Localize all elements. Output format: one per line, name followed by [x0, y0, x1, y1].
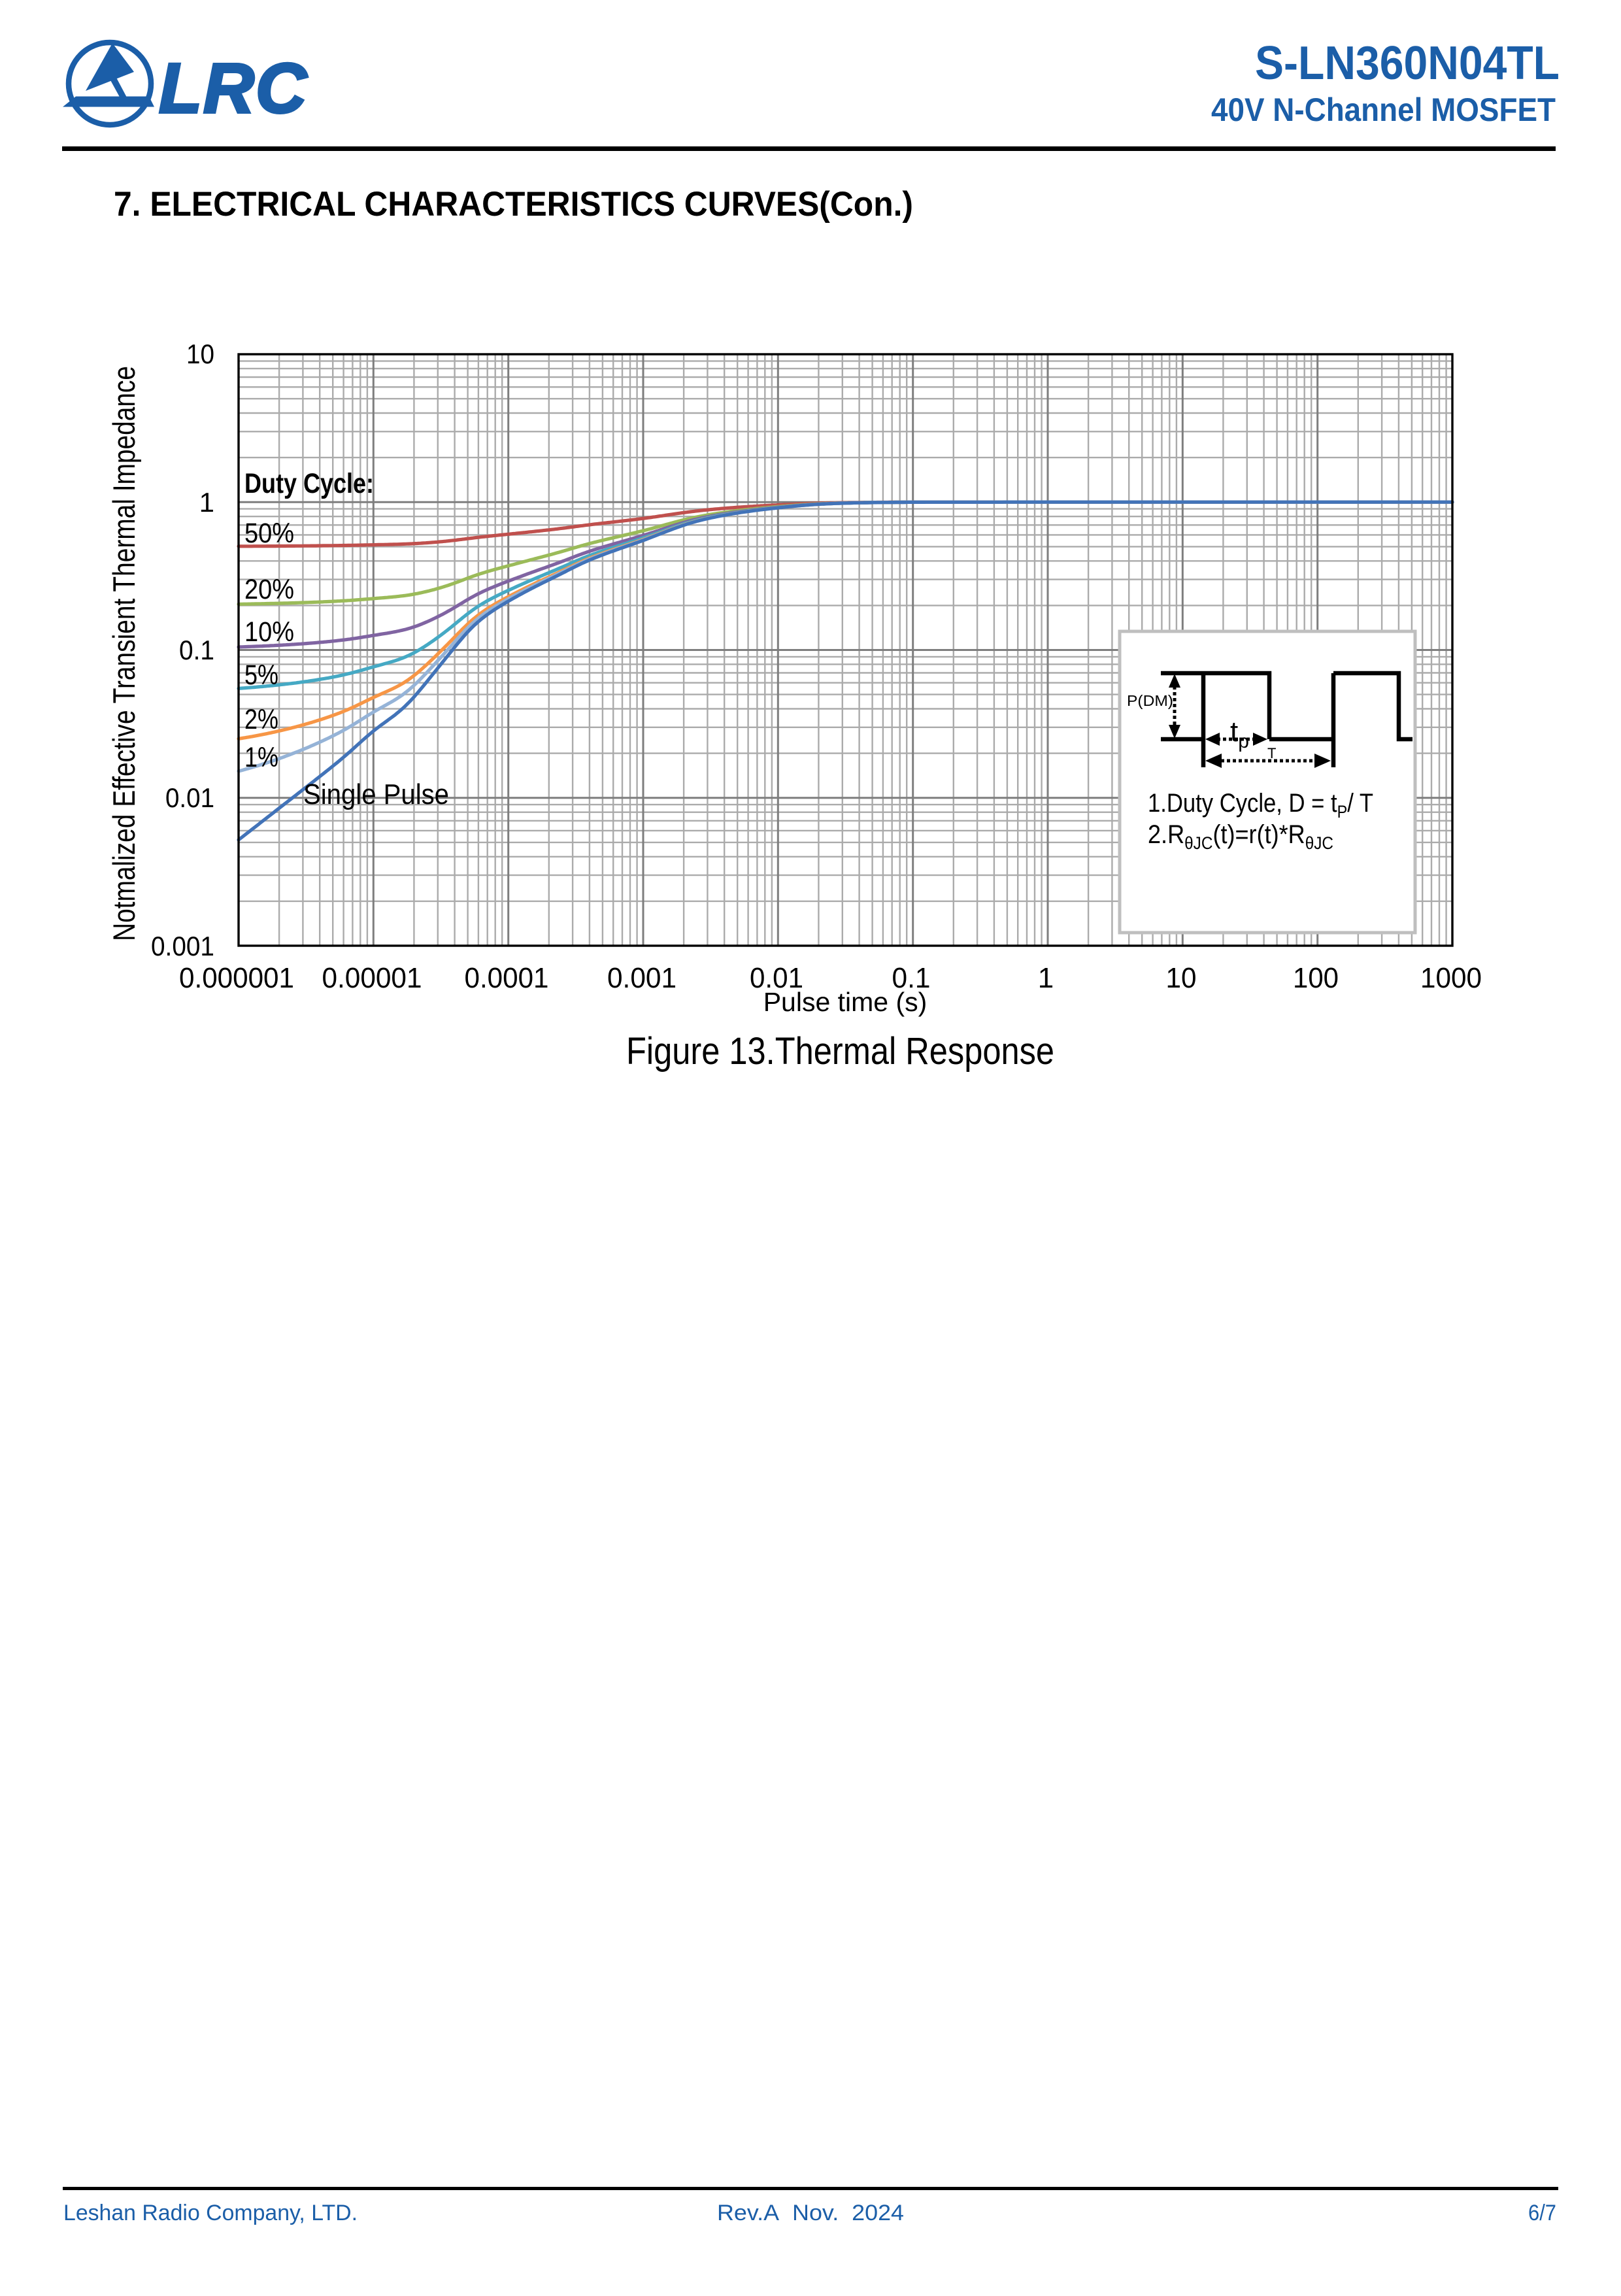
svg-text:Figure 13.Thermal Response: Figure 13.Thermal Response [626, 1030, 1054, 1073]
svg-text:100: 100 [1293, 962, 1339, 994]
svg-text:1000: 1000 [1420, 962, 1482, 994]
svg-text:Duty Cycle:: Duty Cycle: [244, 468, 374, 499]
svg-text:0.0001: 0.0001 [465, 962, 549, 994]
svg-text:0.01: 0.01 [750, 962, 803, 994]
svg-text:50%: 50% [244, 518, 294, 549]
svg-text:0.00001: 0.00001 [322, 962, 422, 994]
svg-text:2.RθJC(t)=r(t)*RθJC: 2.RθJC(t)=r(t)*RθJC [1148, 820, 1333, 853]
svg-text:T: T [1267, 745, 1276, 761]
svg-text:0.000001: 0.000001 [179, 962, 294, 994]
svg-text:0.001: 0.001 [151, 931, 214, 961]
svg-text:1%: 1% [244, 742, 278, 773]
svg-text:0.001: 0.001 [607, 962, 677, 994]
svg-text:6/7: 6/7 [1528, 2201, 1556, 2225]
svg-text:1: 1 [199, 487, 214, 518]
svg-text:Leshan Radio Company, LTD.: Leshan Radio Company, LTD. [63, 2201, 358, 2225]
svg-text:40V N-Channel MOSFET: 40V N-Channel MOSFET [1211, 92, 1556, 128]
svg-text:Notmalized Effective Transient: Notmalized Effective Transient Thermal I… [107, 366, 141, 941]
svg-text:LRC: LRC [159, 48, 308, 127]
svg-text:S-LN360N04TL: S-LN360N04TL [1255, 37, 1560, 90]
svg-text:P(DM): P(DM) [1127, 692, 1173, 709]
svg-text:1: 1 [1038, 962, 1054, 994]
svg-text:Rev.A Nov. 2024: Rev.A Nov. 2024 [717, 2201, 904, 2225]
svg-text:Single Pulse: Single Pulse [303, 778, 449, 810]
svg-text:5%: 5% [244, 659, 278, 691]
svg-text:1.Duty Cycle, D = tP/ T: 1.Duty Cycle, D = tP/ T [1148, 789, 1373, 822]
svg-text:20%: 20% [244, 574, 294, 605]
svg-text:0.1: 0.1 [892, 962, 931, 994]
svg-text:7. ELECTRICAL CHARACTERISTICS: 7. ELECTRICAL CHARACTERISTICS CURVES(Con… [114, 185, 913, 224]
svg-text:10%: 10% [244, 616, 294, 648]
svg-text:2%: 2% [244, 704, 278, 735]
svg-text:10: 10 [1166, 962, 1197, 994]
svg-text:0.1: 0.1 [179, 635, 214, 665]
svg-text:10: 10 [186, 339, 214, 369]
svg-text:0.01: 0.01 [165, 782, 214, 813]
svg-text:Pulse time (s): Pulse time (s) [763, 987, 927, 1017]
